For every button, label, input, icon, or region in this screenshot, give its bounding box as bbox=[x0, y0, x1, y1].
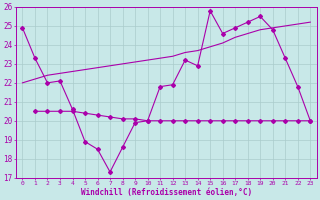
X-axis label: Windchill (Refroidissement éolien,°C): Windchill (Refroidissement éolien,°C) bbox=[81, 188, 252, 197]
